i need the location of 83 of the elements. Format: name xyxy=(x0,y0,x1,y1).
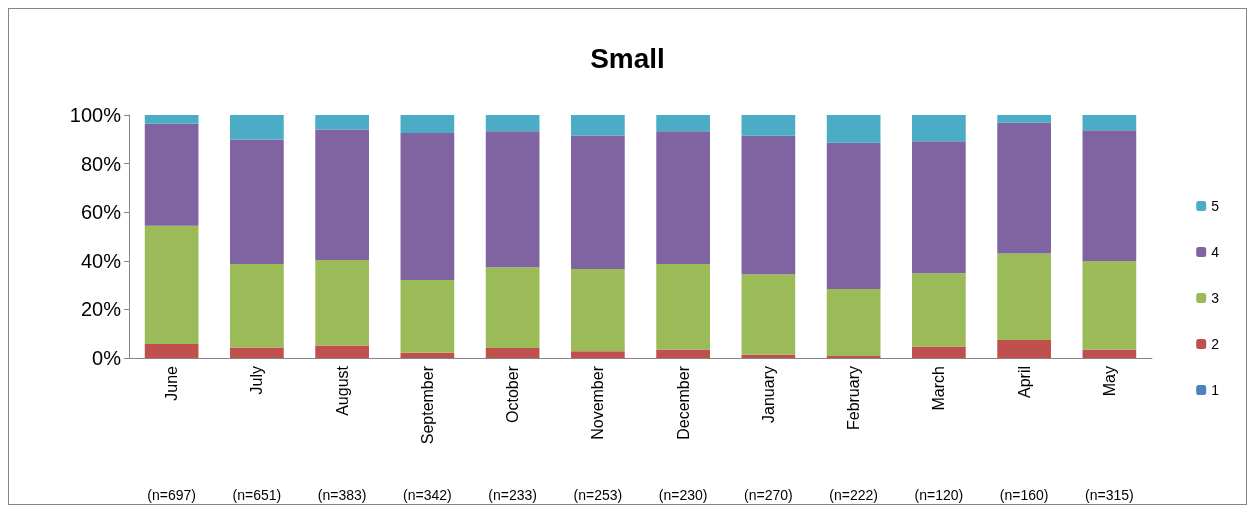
legend-label: 3 xyxy=(1211,290,1220,306)
bar xyxy=(400,280,455,353)
bar xyxy=(741,274,796,355)
text: (n=253) xyxy=(573,487,623,503)
bar xyxy=(485,267,540,349)
bar xyxy=(144,343,199,358)
bar xyxy=(571,351,625,358)
x-tick-label: May xyxy=(1100,366,1118,397)
bar xyxy=(826,288,881,357)
bar xyxy=(400,115,455,133)
x-tick-label: April xyxy=(1015,366,1033,399)
bar xyxy=(826,142,881,289)
legend-label: 1 xyxy=(1211,382,1220,398)
bar xyxy=(571,115,625,136)
bar xyxy=(656,263,710,350)
bar xyxy=(400,132,455,280)
x-tick-label: August xyxy=(333,365,351,416)
bar xyxy=(997,115,1051,123)
bar xyxy=(656,349,710,358)
bar xyxy=(741,354,796,358)
x-tick-label: July xyxy=(248,366,266,395)
bar xyxy=(912,115,966,142)
y-tick-label: 40% xyxy=(80,249,122,272)
legend-label: 4 xyxy=(1211,244,1220,260)
bar xyxy=(230,263,284,348)
bar xyxy=(1082,115,1137,131)
bar xyxy=(144,225,199,344)
chart-title: Small xyxy=(590,42,665,74)
bar xyxy=(1082,130,1137,262)
x-tick-label: October xyxy=(504,365,522,423)
bar xyxy=(315,115,369,130)
text: (n=315) xyxy=(1085,487,1134,503)
bar xyxy=(997,253,1051,341)
bar xyxy=(1082,261,1137,350)
bar xyxy=(315,345,369,358)
x-tick-label: March xyxy=(930,366,948,411)
legend-label: 2 xyxy=(1211,336,1220,352)
text: (n=230) xyxy=(658,487,708,503)
y-tick-label: 60% xyxy=(80,201,122,224)
text: (n=120) xyxy=(914,487,964,503)
x-tick-label: November xyxy=(589,365,607,440)
bar xyxy=(997,340,1051,358)
bar xyxy=(1082,349,1137,358)
legend-label: 5 xyxy=(1211,198,1220,214)
y-tick-label: 100% xyxy=(69,104,122,126)
x-tick-label: June xyxy=(163,365,181,401)
bar xyxy=(230,347,284,358)
bar xyxy=(230,139,284,264)
x-tick-label: December xyxy=(674,365,692,440)
bar xyxy=(741,115,796,136)
bar xyxy=(315,129,369,261)
bar xyxy=(230,115,284,140)
x-tick-label: September xyxy=(418,365,436,445)
bar xyxy=(912,273,966,347)
bar xyxy=(485,115,540,132)
bar xyxy=(400,352,455,358)
bar xyxy=(571,135,625,270)
bar xyxy=(144,123,199,226)
text: (n=651) xyxy=(232,487,282,503)
bar xyxy=(485,131,540,268)
bar xyxy=(485,348,540,358)
bar xyxy=(144,115,199,124)
text: (n=270) xyxy=(744,487,793,503)
text: (n=383) xyxy=(317,487,367,503)
x-tick-label: February xyxy=(845,366,863,431)
y-tick-label: 80% xyxy=(80,152,122,175)
text: (n=697) xyxy=(147,487,196,503)
x-tick-label: January xyxy=(759,366,777,423)
bar xyxy=(315,260,369,346)
bar xyxy=(997,122,1051,254)
text: (n=160) xyxy=(999,487,1049,503)
y-tick-label: 20% xyxy=(80,298,122,321)
bar xyxy=(741,135,796,275)
text: (n=222) xyxy=(829,487,878,503)
bar xyxy=(826,115,881,143)
bar xyxy=(656,115,710,132)
text: (n=342) xyxy=(403,487,452,503)
text: (n=233) xyxy=(488,487,537,503)
y-tick-label: 0% xyxy=(92,347,122,369)
bar xyxy=(912,141,966,274)
bar xyxy=(571,269,625,352)
bar xyxy=(912,346,966,358)
bar xyxy=(656,131,710,264)
